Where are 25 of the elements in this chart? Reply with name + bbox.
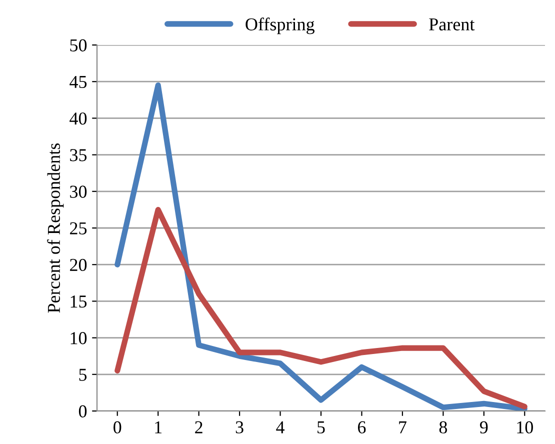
x-tick-label: 6 (358, 421, 366, 434)
y-tick-label: 30 (70, 186, 87, 198)
y-tick-label: 15 (70, 296, 87, 308)
x-tick-label: 7 (399, 421, 406, 434)
y-tick-label: 45 (70, 76, 87, 88)
x-tick-label: 1 (155, 421, 162, 434)
x-tick-label: 3 (236, 421, 244, 434)
x-tick-label: 10 (517, 421, 533, 434)
y-tick-label: 5 (79, 368, 87, 381)
y-tick-label: 0 (78, 405, 87, 418)
x-tick-label: 5 (318, 421, 325, 434)
legend-label: Offspring (246, 18, 314, 34)
x-tick-label: 8 (439, 421, 448, 434)
x-tick-label: 4 (276, 421, 285, 434)
y-tick-label: 35 (70, 149, 87, 162)
y-tick-label: 10 (70, 332, 87, 344)
y-tick-label: 20 (70, 258, 87, 272)
x-tick-label: 2 (195, 421, 202, 434)
x-tick-label: 9 (480, 421, 488, 434)
x-tick-label: 0 (114, 421, 122, 434)
legend-label: Parent (429, 18, 475, 30)
y-tick-label: 25 (70, 222, 87, 234)
y-tick-label: 50 (70, 39, 87, 52)
y-tick-label: 40 (70, 112, 87, 125)
y-axis-title: Percent of Respondents (47, 143, 64, 313)
